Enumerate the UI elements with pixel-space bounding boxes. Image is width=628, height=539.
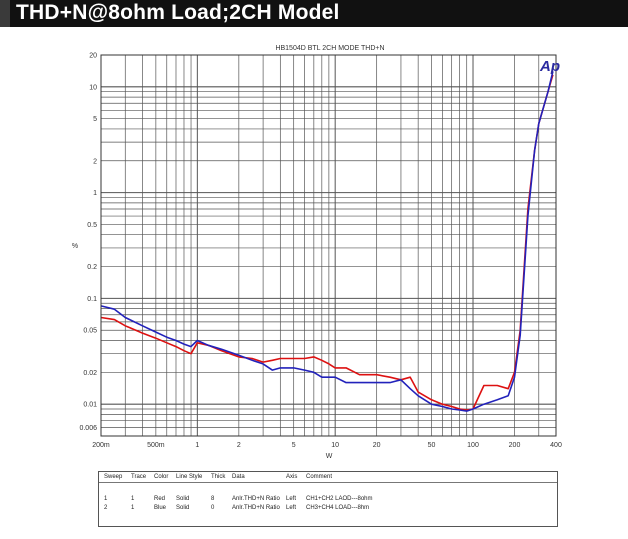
- legend-header-trace: Trace: [131, 474, 147, 480]
- y-tick-label: 10: [89, 84, 97, 91]
- series-line-red: [100, 74, 554, 411]
- tick-labels: 200m 500m 1 2 5 10 20 50 100 200 400 20 10 5 2 1 0.5 0.2 0…: [79, 53, 561, 450]
- x-tick-label: 100: [467, 442, 479, 449]
- x-tick-label: 200: [509, 442, 521, 449]
- legend-header-comment: Comment: [306, 474, 333, 480]
- x-tick-label: 400: [550, 442, 562, 449]
- x-tick-label: 20: [373, 442, 381, 449]
- x-tick-label: 50: [428, 442, 436, 449]
- y-tick-label: 0.05: [83, 328, 97, 335]
- legend-header-sweep: Sweep: [104, 474, 123, 480]
- series-group: [100, 71, 554, 412]
- banner-accent: [0, 0, 10, 27]
- y-tick-label: 0.01: [83, 402, 97, 409]
- legend-cell: Left: [286, 496, 297, 502]
- legend-cell: 8: [211, 496, 215, 502]
- x-tick-label: 500m: [147, 442, 165, 449]
- x-tick-label: 200m: [92, 442, 110, 449]
- legend-cell: Anlr.THD+N Ratio: [232, 496, 280, 502]
- y-tick-label: 0.2: [87, 264, 97, 271]
- x-axis-label: W: [326, 453, 333, 460]
- legend-cell: 1: [104, 496, 108, 502]
- legend-cell: Blue: [154, 505, 167, 511]
- y-tick-label: 0.02: [83, 370, 97, 377]
- grid: [101, 55, 556, 436]
- legend-header-axis: Axis: [286, 474, 298, 480]
- legend-cell: Solid: [176, 505, 190, 511]
- legend-cell: 2: [104, 505, 108, 511]
- legend-cell: Anlr.THD+N Ratio: [232, 505, 280, 511]
- y-tick-label: 0.006: [79, 425, 97, 432]
- legend-header-data: Data: [232, 474, 245, 480]
- y-tick-label: 0.5: [87, 222, 97, 229]
- trace-legend-table: Sweep Trace Color Line Style Thick Data …: [98, 471, 558, 527]
- y-tick-label: 5: [93, 116, 97, 123]
- legend-header-color: Color: [154, 474, 169, 480]
- x-tick-label: 10: [331, 442, 339, 449]
- legend-cell: 1: [131, 505, 135, 511]
- y-tick-label: 20: [89, 53, 97, 60]
- legend-cell: Left: [286, 505, 297, 511]
- y-tick-label: 2: [93, 158, 97, 165]
- legend-header-line-style: Line Style: [176, 474, 203, 480]
- plot-frame: [100, 54, 557, 437]
- chart-title: HB1504D BTL 2CH MODE THD+N: [275, 45, 384, 52]
- thd-chart: 200m 500m 1 2 5 10 20 50 100 200 400 20 10 5 2 1 0.5 0.2 0…: [72, 45, 562, 460]
- y-axis-label: %: [72, 243, 78, 250]
- y-tick-label: 1: [93, 190, 97, 197]
- legend-header-thick: Thick: [211, 474, 226, 480]
- legend-cell: 1: [131, 496, 135, 502]
- legend-cell: CH3+CH4 LOAD---8hm: [306, 505, 370, 511]
- x-tick-label: 2: [237, 442, 241, 449]
- y-tick-label: 0.1: [87, 296, 97, 303]
- x-tick-label: 1: [195, 442, 199, 449]
- ap-logo: Ap: [539, 58, 560, 75]
- title-banner: THD+N@8ohm Load;2CH Model: [0, 0, 628, 27]
- legend-cell: CH1+CH2 LAOD---8ohm: [306, 496, 373, 502]
- legend-cell: Solid: [176, 496, 190, 502]
- x-tick-label: 5: [292, 442, 296, 449]
- legend-header-rule: [99, 482, 557, 483]
- series-line-blue: [100, 71, 554, 412]
- legend-cell: Red: [154, 496, 166, 502]
- banner-title: THD+N@8ohm Load;2CH Model: [16, 1, 340, 24]
- legend-cell: 0: [211, 505, 215, 511]
